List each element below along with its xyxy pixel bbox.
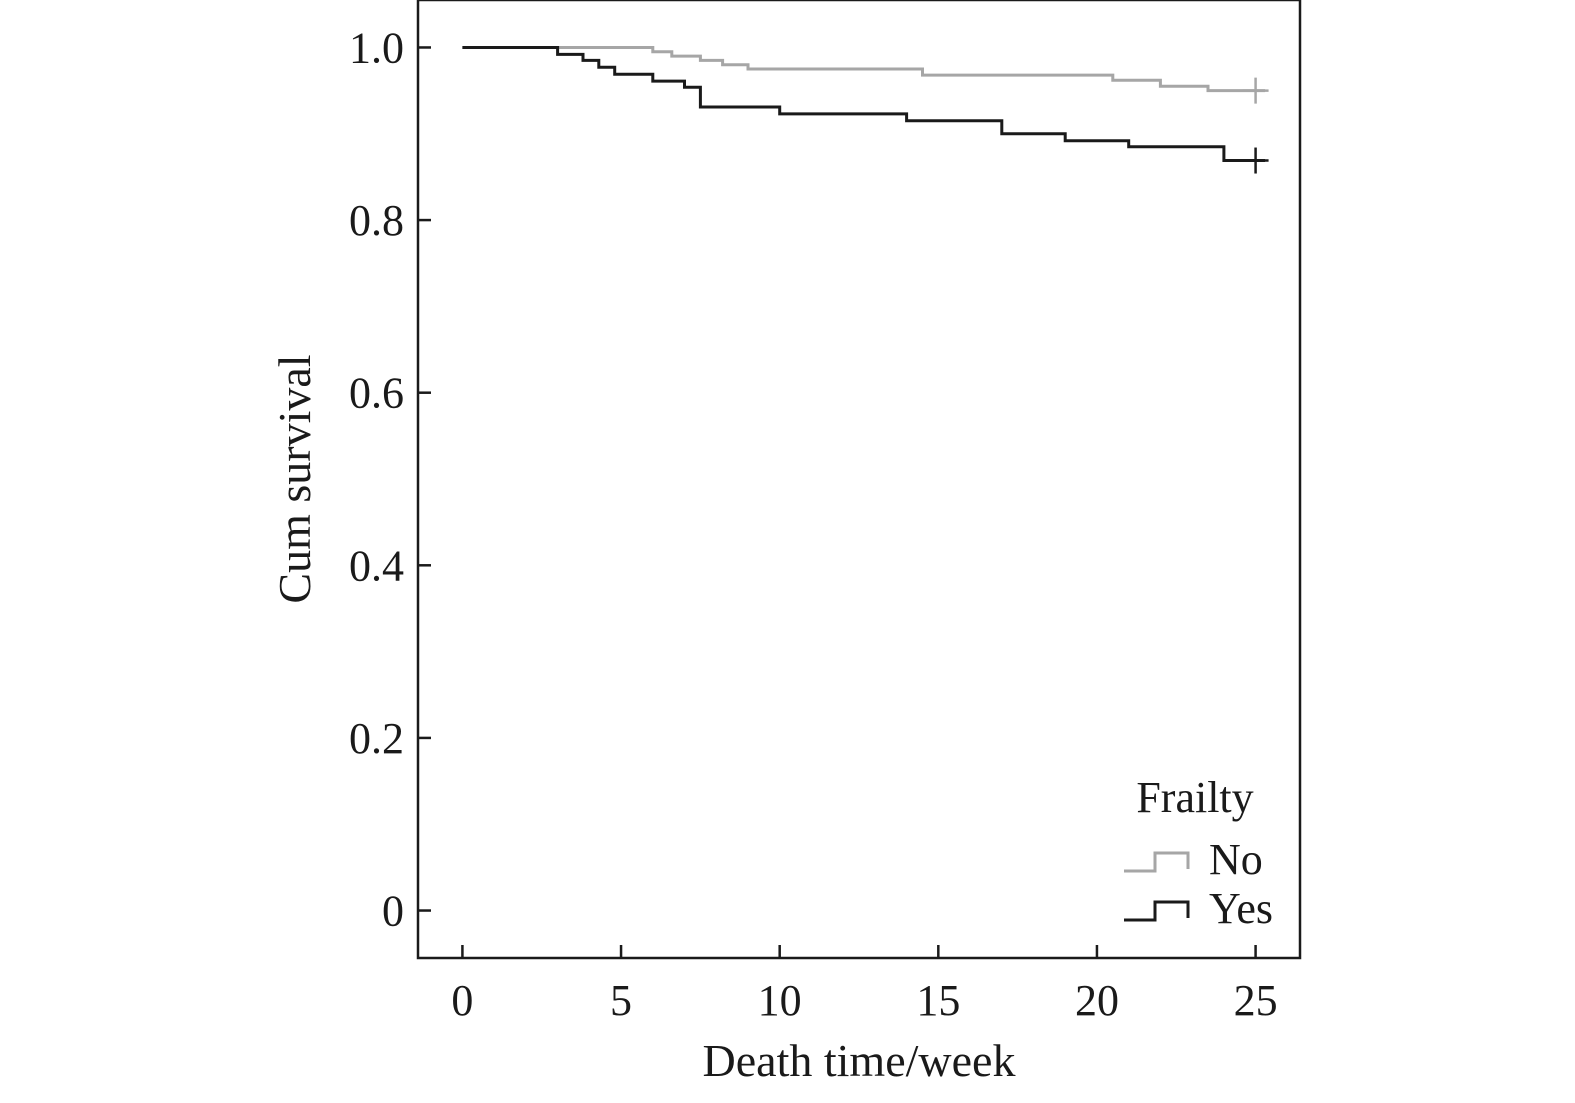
x-tick-label: 5 (610, 976, 632, 1025)
legend-item-yes: Yes (1124, 884, 1273, 933)
x-tick-label: 10 (758, 976, 802, 1025)
legend-swatch (1124, 900, 1190, 922)
x-tick-label: 15 (916, 976, 960, 1025)
legend-item-no: No (1124, 835, 1263, 884)
x-tick-label: 20 (1075, 976, 1119, 1025)
y-tick-label: 0.4 (349, 541, 404, 590)
legend-label: No (1209, 835, 1263, 884)
y-tick-label: 1.0 (349, 23, 404, 72)
y-tick-label: 0.8 (349, 196, 404, 245)
plot-frame (416, 0, 1302, 960)
legend-title: Frailty (1136, 773, 1253, 822)
x-tick-label: 0 (451, 976, 473, 1025)
x-axis-title: Death time/week (703, 1035, 1016, 1086)
x-axis: 0 5 10 15 20 25 (451, 945, 1278, 1025)
series-line-no (462, 46, 1266, 93)
y-axis: 0 0.2 0.4 0.6 0.8 1.0 (349, 23, 431, 936)
y-axis-title: Cum survival (269, 354, 320, 603)
y-tick-label: 0.2 (349, 714, 404, 763)
legend-swatch (1124, 851, 1190, 873)
series-layer (462, 46, 1269, 174)
x-tick-label: 25 (1234, 976, 1278, 1025)
y-tick-label: 0.6 (349, 369, 404, 418)
legend-label: Yes (1209, 884, 1273, 933)
series-line-yes (462, 46, 1266, 162)
y-tick-label: 0 (382, 887, 404, 936)
